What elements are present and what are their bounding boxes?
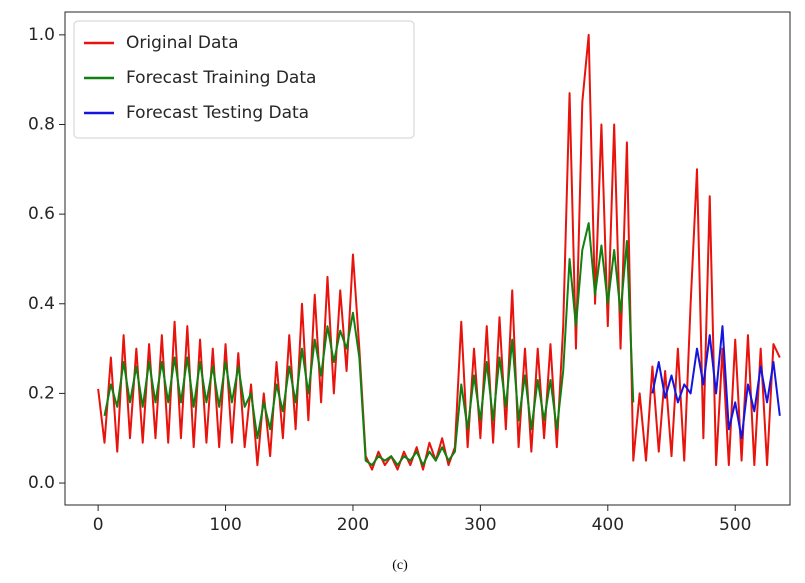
legend-box <box>73 20 415 139</box>
y-tick-label: 0.4 <box>28 294 55 314</box>
x-tick-label: 200 <box>337 515 369 535</box>
x-tick-label: 0 <box>93 515 104 535</box>
y-tick-label: 1.0 <box>28 25 55 45</box>
series-line <box>97 33 781 471</box>
x-tick-label: 300 <box>464 515 496 535</box>
y-tick-label: 0.6 <box>28 204 55 224</box>
x-tick-label: 500 <box>719 515 751 535</box>
y-tick-label: 0.2 <box>28 383 55 403</box>
legend-label: Original Data <box>126 33 239 53</box>
legend-label: Forecast Training Data <box>126 68 316 88</box>
legend-label: Forecast Testing Data <box>126 103 309 123</box>
y-tick-label: 0.0 <box>28 473 55 493</box>
x-tick-label: 400 <box>592 515 624 535</box>
caption: (c) <box>392 558 408 573</box>
plot-frame <box>64 11 791 506</box>
y-tick-label: 0.8 <box>28 114 55 134</box>
series-line <box>103 222 635 467</box>
x-tick-label: 100 <box>209 515 241 535</box>
series-line <box>651 325 781 440</box>
